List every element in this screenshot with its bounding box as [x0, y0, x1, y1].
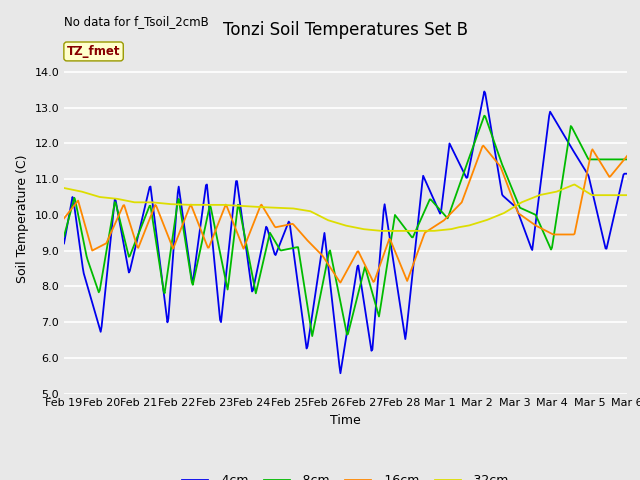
Text: No data for f_Tsoil_2cmB: No data for f_Tsoil_2cmB [64, 15, 209, 28]
Title: Tonzi Soil Temperatures Set B: Tonzi Soil Temperatures Set B [223, 21, 468, 39]
Legend: -4cm, -8cm, -16cm, -32cm: -4cm, -8cm, -16cm, -32cm [177, 469, 514, 480]
Y-axis label: Soil Temperature (C): Soil Temperature (C) [16, 154, 29, 283]
Text: TZ_fmet: TZ_fmet [67, 45, 120, 58]
X-axis label: Time: Time [330, 414, 361, 427]
